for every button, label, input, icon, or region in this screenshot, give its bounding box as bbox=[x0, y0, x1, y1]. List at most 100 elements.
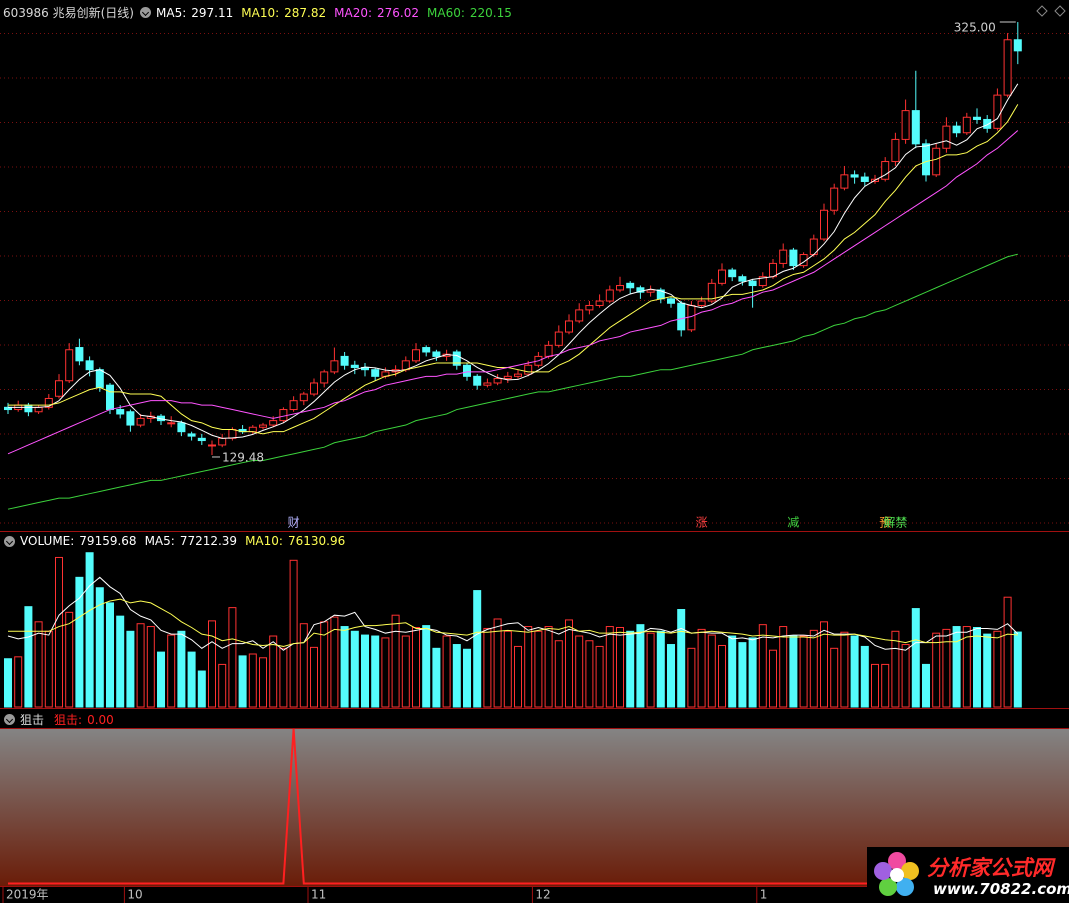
candle-body bbox=[1013, 39, 1022, 52]
legend-value: 0.00 bbox=[87, 712, 114, 727]
volume-bar bbox=[626, 630, 635, 708]
candle-body bbox=[932, 147, 941, 176]
volume-bar bbox=[616, 627, 624, 708]
volume-bar bbox=[503, 630, 512, 708]
legend-name: MA10: bbox=[241, 5, 280, 20]
volume-bar bbox=[850, 635, 859, 708]
volume-bar bbox=[738, 642, 747, 708]
candle-body bbox=[228, 428, 237, 439]
candle-body bbox=[850, 174, 859, 178]
volume-bar bbox=[514, 645, 522, 708]
candle-body bbox=[881, 161, 890, 180]
candle-body bbox=[65, 349, 74, 382]
volume-bar bbox=[799, 635, 808, 708]
volume-bar bbox=[361, 634, 369, 708]
candle-body bbox=[218, 437, 227, 446]
collapse-icon[interactable] bbox=[4, 714, 15, 725]
legend-value: 220.15 bbox=[469, 5, 512, 20]
candle-body bbox=[55, 380, 63, 397]
candle-body bbox=[595, 300, 604, 306]
volume-bar bbox=[167, 634, 176, 708]
candle-body bbox=[860, 176, 869, 182]
legend-value: 287.82 bbox=[284, 5, 327, 20]
volume-bar bbox=[228, 607, 237, 708]
volume-bar bbox=[157, 651, 165, 708]
legend-value: 276.02 bbox=[377, 5, 419, 20]
candle-body bbox=[483, 382, 492, 386]
volume-bar bbox=[208, 620, 216, 708]
volume-bar bbox=[116, 615, 125, 708]
volume-bar bbox=[667, 644, 675, 708]
volume-bar bbox=[136, 623, 145, 708]
candle-body bbox=[993, 94, 1002, 129]
legend-name: MA5: bbox=[144, 534, 175, 548]
candle-body bbox=[973, 116, 981, 120]
legend-name: MA60: bbox=[427, 5, 465, 20]
candle-body bbox=[106, 384, 114, 411]
volume-bar bbox=[758, 624, 767, 708]
volume-bar bbox=[554, 640, 563, 708]
candle-body bbox=[779, 249, 788, 264]
candle-body bbox=[350, 364, 359, 368]
candle-body bbox=[299, 393, 308, 402]
volume-bar bbox=[473, 590, 482, 708]
volume-bar bbox=[891, 630, 900, 708]
candle-body bbox=[514, 373, 522, 377]
candle-body bbox=[208, 444, 216, 447]
series-line bbox=[8, 83, 1019, 439]
volume-bar bbox=[371, 635, 380, 708]
volume-bar bbox=[718, 644, 726, 708]
watermark-title: 分析家公式网 bbox=[927, 856, 1053, 880]
legend-name: MA5: bbox=[156, 5, 187, 20]
volume-bar bbox=[412, 627, 420, 708]
x-tick-label: 1 bbox=[760, 888, 768, 902]
annotation-label: 325.00 bbox=[954, 21, 996, 35]
candle-body bbox=[412, 349, 420, 362]
volume-bar bbox=[197, 670, 206, 708]
window-icons[interactable] bbox=[1036, 5, 1066, 17]
candle-body bbox=[167, 422, 176, 425]
watermark-url: www.70822.com bbox=[933, 880, 1069, 898]
candle-body bbox=[820, 209, 828, 240]
volume-bar bbox=[493, 618, 502, 708]
volume-bar bbox=[565, 619, 573, 708]
volume-bar bbox=[993, 630, 1002, 708]
volume-bar bbox=[259, 657, 267, 708]
candle-body bbox=[565, 320, 573, 333]
candle-body bbox=[789, 249, 798, 267]
volume-bar bbox=[1013, 631, 1022, 708]
volume-bar bbox=[942, 628, 951, 708]
candle-body bbox=[371, 369, 380, 377]
collapse-icon[interactable] bbox=[4, 535, 15, 547]
volume-header: VOLUME: 79159.68 MA5: 77212.39 MA10: 76130.… bbox=[0, 534, 353, 548]
volume-bar bbox=[820, 621, 828, 708]
candle-body bbox=[177, 422, 186, 433]
indicator-title: 狙击 bbox=[20, 713, 45, 727]
candle-body bbox=[830, 187, 839, 211]
volume-bar bbox=[401, 635, 410, 708]
candle-body bbox=[922, 143, 930, 176]
volume-bar bbox=[769, 649, 777, 708]
volume-bar bbox=[238, 655, 247, 708]
volume-bar bbox=[177, 630, 186, 708]
volume-bar bbox=[524, 626, 533, 708]
volume-bar bbox=[922, 663, 930, 708]
collapse-icon[interactable] bbox=[140, 7, 151, 18]
candle-body bbox=[259, 424, 267, 428]
volume-bar bbox=[106, 602, 114, 708]
volume-bar bbox=[289, 559, 298, 708]
volume-bar bbox=[575, 635, 584, 708]
legend-value: 297.11 bbox=[191, 5, 234, 20]
volume-bar bbox=[55, 556, 63, 708]
volume-bar bbox=[605, 626, 614, 708]
series-line bbox=[7, 576, 1019, 651]
candle-body bbox=[901, 110, 910, 140]
volume-bar bbox=[809, 629, 818, 708]
candle-body bbox=[422, 347, 431, 353]
volume-bar bbox=[871, 663, 879, 708]
candle-body bbox=[34, 406, 43, 413]
candle-body bbox=[310, 382, 318, 395]
volume-bar bbox=[269, 635, 278, 708]
volume-bar bbox=[310, 646, 318, 708]
